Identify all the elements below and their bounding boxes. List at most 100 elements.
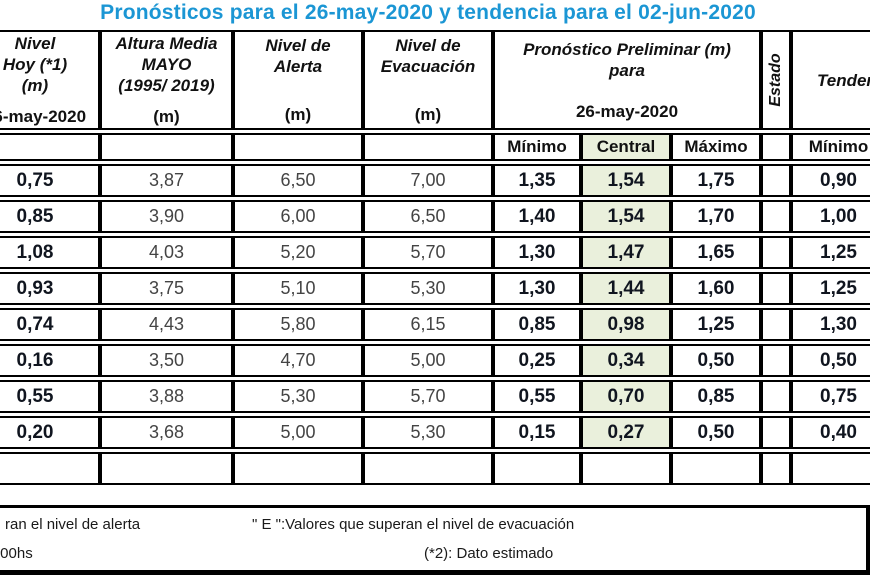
subheader-central: Central bbox=[581, 133, 671, 161]
cell-pron-min: 0,25 bbox=[493, 344, 581, 377]
cell-pron-min: 0,15 bbox=[493, 416, 581, 449]
estado-cell bbox=[761, 272, 791, 305]
cell-pron-min: 1,40 bbox=[493, 200, 581, 233]
header-nivel-hoy-date: 26-may-2020 bbox=[0, 107, 87, 126]
cell-nivel-evacuacion: 7,00 bbox=[363, 164, 493, 197]
empty-cell bbox=[581, 452, 671, 485]
cell-pron-central: 1,47 bbox=[581, 236, 671, 269]
cell-nivel-alerta: 5,80 bbox=[233, 308, 363, 341]
cell-nivel-evacuacion: 5,30 bbox=[363, 272, 493, 305]
cell-nivel-evacuacion: 6,50 bbox=[363, 200, 493, 233]
header-pronostico: Pronóstico Preliminar (m) para 26-may-20… bbox=[493, 30, 761, 130]
cell-pron-central: 1,54 bbox=[581, 200, 671, 233]
empty-cell bbox=[791, 452, 870, 485]
empty-cell bbox=[363, 133, 493, 161]
table-row: 0,85 3,90 6,00 6,50 1,40 1,54 1,70 1,00 bbox=[0, 200, 870, 233]
cell-nivel-hoy: 0,55 bbox=[0, 380, 100, 413]
cell-altura-media: 3,50 bbox=[100, 344, 233, 377]
cell-nivel-evacuacion: 6,15 bbox=[363, 308, 493, 341]
cell-nivel-hoy: 0,20 bbox=[0, 416, 100, 449]
cell-pron-max: 1,60 bbox=[671, 272, 761, 305]
header-nivel-hoy: Nivel Hoy (*1) (m) 26-may-2020 bbox=[0, 30, 100, 130]
cell-pron-min: 0,85 bbox=[493, 308, 581, 341]
estado-cell bbox=[761, 308, 791, 341]
cell-pron-min: 1,30 bbox=[493, 236, 581, 269]
header-tendencia: Tendencia bbox=[791, 30, 870, 130]
cell-pron-max: 0,50 bbox=[671, 416, 761, 449]
cell-tend-min: 0,75 bbox=[791, 380, 870, 413]
cell-tend-min: 1,25 bbox=[791, 272, 870, 305]
header-altura-media: Altura Media MAYO (1995/ 2019) (m) bbox=[100, 30, 233, 130]
cell-pron-max: 1,70 bbox=[671, 200, 761, 233]
cell-altura-media: 3,87 bbox=[100, 164, 233, 197]
cell-altura-media: 3,90 bbox=[100, 200, 233, 233]
cell-pron-min: 0,55 bbox=[493, 380, 581, 413]
empty-cell bbox=[233, 133, 363, 161]
cell-nivel-evacuacion: 5,70 bbox=[363, 380, 493, 413]
cell-pron-max: 1,75 bbox=[671, 164, 761, 197]
cell-tend-min: 0,50 bbox=[791, 344, 870, 377]
table-row: 0,74 4,43 5,80 6,15 0,85 0,98 1,25 1,30 bbox=[0, 308, 870, 341]
cell-altura-media: 3,75 bbox=[100, 272, 233, 305]
cell-nivel-alerta: 5,30 bbox=[233, 380, 363, 413]
cell-nivel-hoy: 0,93 bbox=[0, 272, 100, 305]
cell-nivel-alerta: 5,20 bbox=[233, 236, 363, 269]
empty-cell bbox=[100, 452, 233, 485]
cell-nivel-hoy: 0,16 bbox=[0, 344, 100, 377]
cell-nivel-evacuacion: 5,30 bbox=[363, 416, 493, 449]
cell-nivel-evacuacion: 5,70 bbox=[363, 236, 493, 269]
footnote-hours: :00hs bbox=[0, 545, 33, 562]
cell-tend-min: 1,30 bbox=[791, 308, 870, 341]
empty-row bbox=[0, 452, 870, 485]
estado-cell bbox=[761, 236, 791, 269]
cell-pron-central: 0,70 bbox=[581, 380, 671, 413]
cell-nivel-hoy: 0,74 bbox=[0, 308, 100, 341]
estado-cell bbox=[761, 200, 791, 233]
table-row: 0,93 3,75 5,10 5,30 1,30 1,44 1,60 1,25 bbox=[0, 272, 870, 305]
cell-pron-max: 1,25 bbox=[671, 308, 761, 341]
subheader-minimo: Mínimo bbox=[493, 133, 581, 161]
cell-pron-min: 1,35 bbox=[493, 164, 581, 197]
table-row: 0,75 3,87 6,50 7,00 1,35 1,54 1,75 0,90 bbox=[0, 164, 870, 197]
cell-pron-central: 1,44 bbox=[581, 272, 671, 305]
table-row: 1,08 4,03 5,20 5,70 1,30 1,47 1,65 1,25 bbox=[0, 236, 870, 269]
cell-pron-min: 1,30 bbox=[493, 272, 581, 305]
estado-cell bbox=[761, 416, 791, 449]
cell-tend-min: 1,25 bbox=[791, 236, 870, 269]
cell-nivel-alerta: 6,00 bbox=[233, 200, 363, 233]
footnote-alerta: ran el nivel de alerta bbox=[5, 516, 141, 533]
cell-pron-max: 0,85 bbox=[671, 380, 761, 413]
cell-tend-min: 0,40 bbox=[791, 416, 870, 449]
empty-cell bbox=[233, 452, 363, 485]
cell-nivel-hoy: 0,75 bbox=[0, 164, 100, 197]
footnote-evacuacion: " E ":Valores que superan el nivel de ev… bbox=[252, 516, 575, 533]
empty-cell bbox=[0, 133, 100, 161]
header-pronostico-date: 26-may-2020 bbox=[575, 101, 679, 121]
estado-cell bbox=[761, 380, 791, 413]
empty-cell bbox=[100, 133, 233, 161]
header-estado: Estado bbox=[761, 30, 791, 130]
estado-cell bbox=[761, 452, 791, 485]
header-nivel-alerta: Nivel de Alerta (m) bbox=[233, 30, 363, 130]
forecast-table: Nivel Hoy (*1) (m) 26-may-2020 Altura Me… bbox=[0, 27, 870, 488]
cell-pron-central: 0,34 bbox=[581, 344, 671, 377]
cell-altura-media: 3,68 bbox=[100, 416, 233, 449]
cell-nivel-alerta: 5,10 bbox=[233, 272, 363, 305]
table-row: 0,55 3,88 5,30 5,70 0,55 0,70 0,85 0,75 bbox=[0, 380, 870, 413]
subheader-maximo: Máximo bbox=[671, 133, 761, 161]
empty-cell bbox=[0, 452, 100, 485]
empty-cell bbox=[363, 452, 493, 485]
cell-pron-central: 1,54 bbox=[581, 164, 671, 197]
footnote-estimado: (*2): Dato estimado bbox=[424, 545, 554, 562]
cell-pron-max: 0,50 bbox=[671, 344, 761, 377]
estado-cell bbox=[761, 133, 791, 161]
cell-pron-central: 0,98 bbox=[581, 308, 671, 341]
cell-tend-min: 0,90 bbox=[791, 164, 870, 197]
cell-nivel-evacuacion: 5,00 bbox=[363, 344, 493, 377]
footnote-bottom-border bbox=[0, 570, 870, 575]
table-row: 0,16 3,50 4,70 5,00 0,25 0,34 0,50 0,50 bbox=[0, 344, 870, 377]
cell-altura-media: 4,43 bbox=[100, 308, 233, 341]
cell-nivel-alerta: 5,00 bbox=[233, 416, 363, 449]
cell-tend-min: 1,00 bbox=[791, 200, 870, 233]
